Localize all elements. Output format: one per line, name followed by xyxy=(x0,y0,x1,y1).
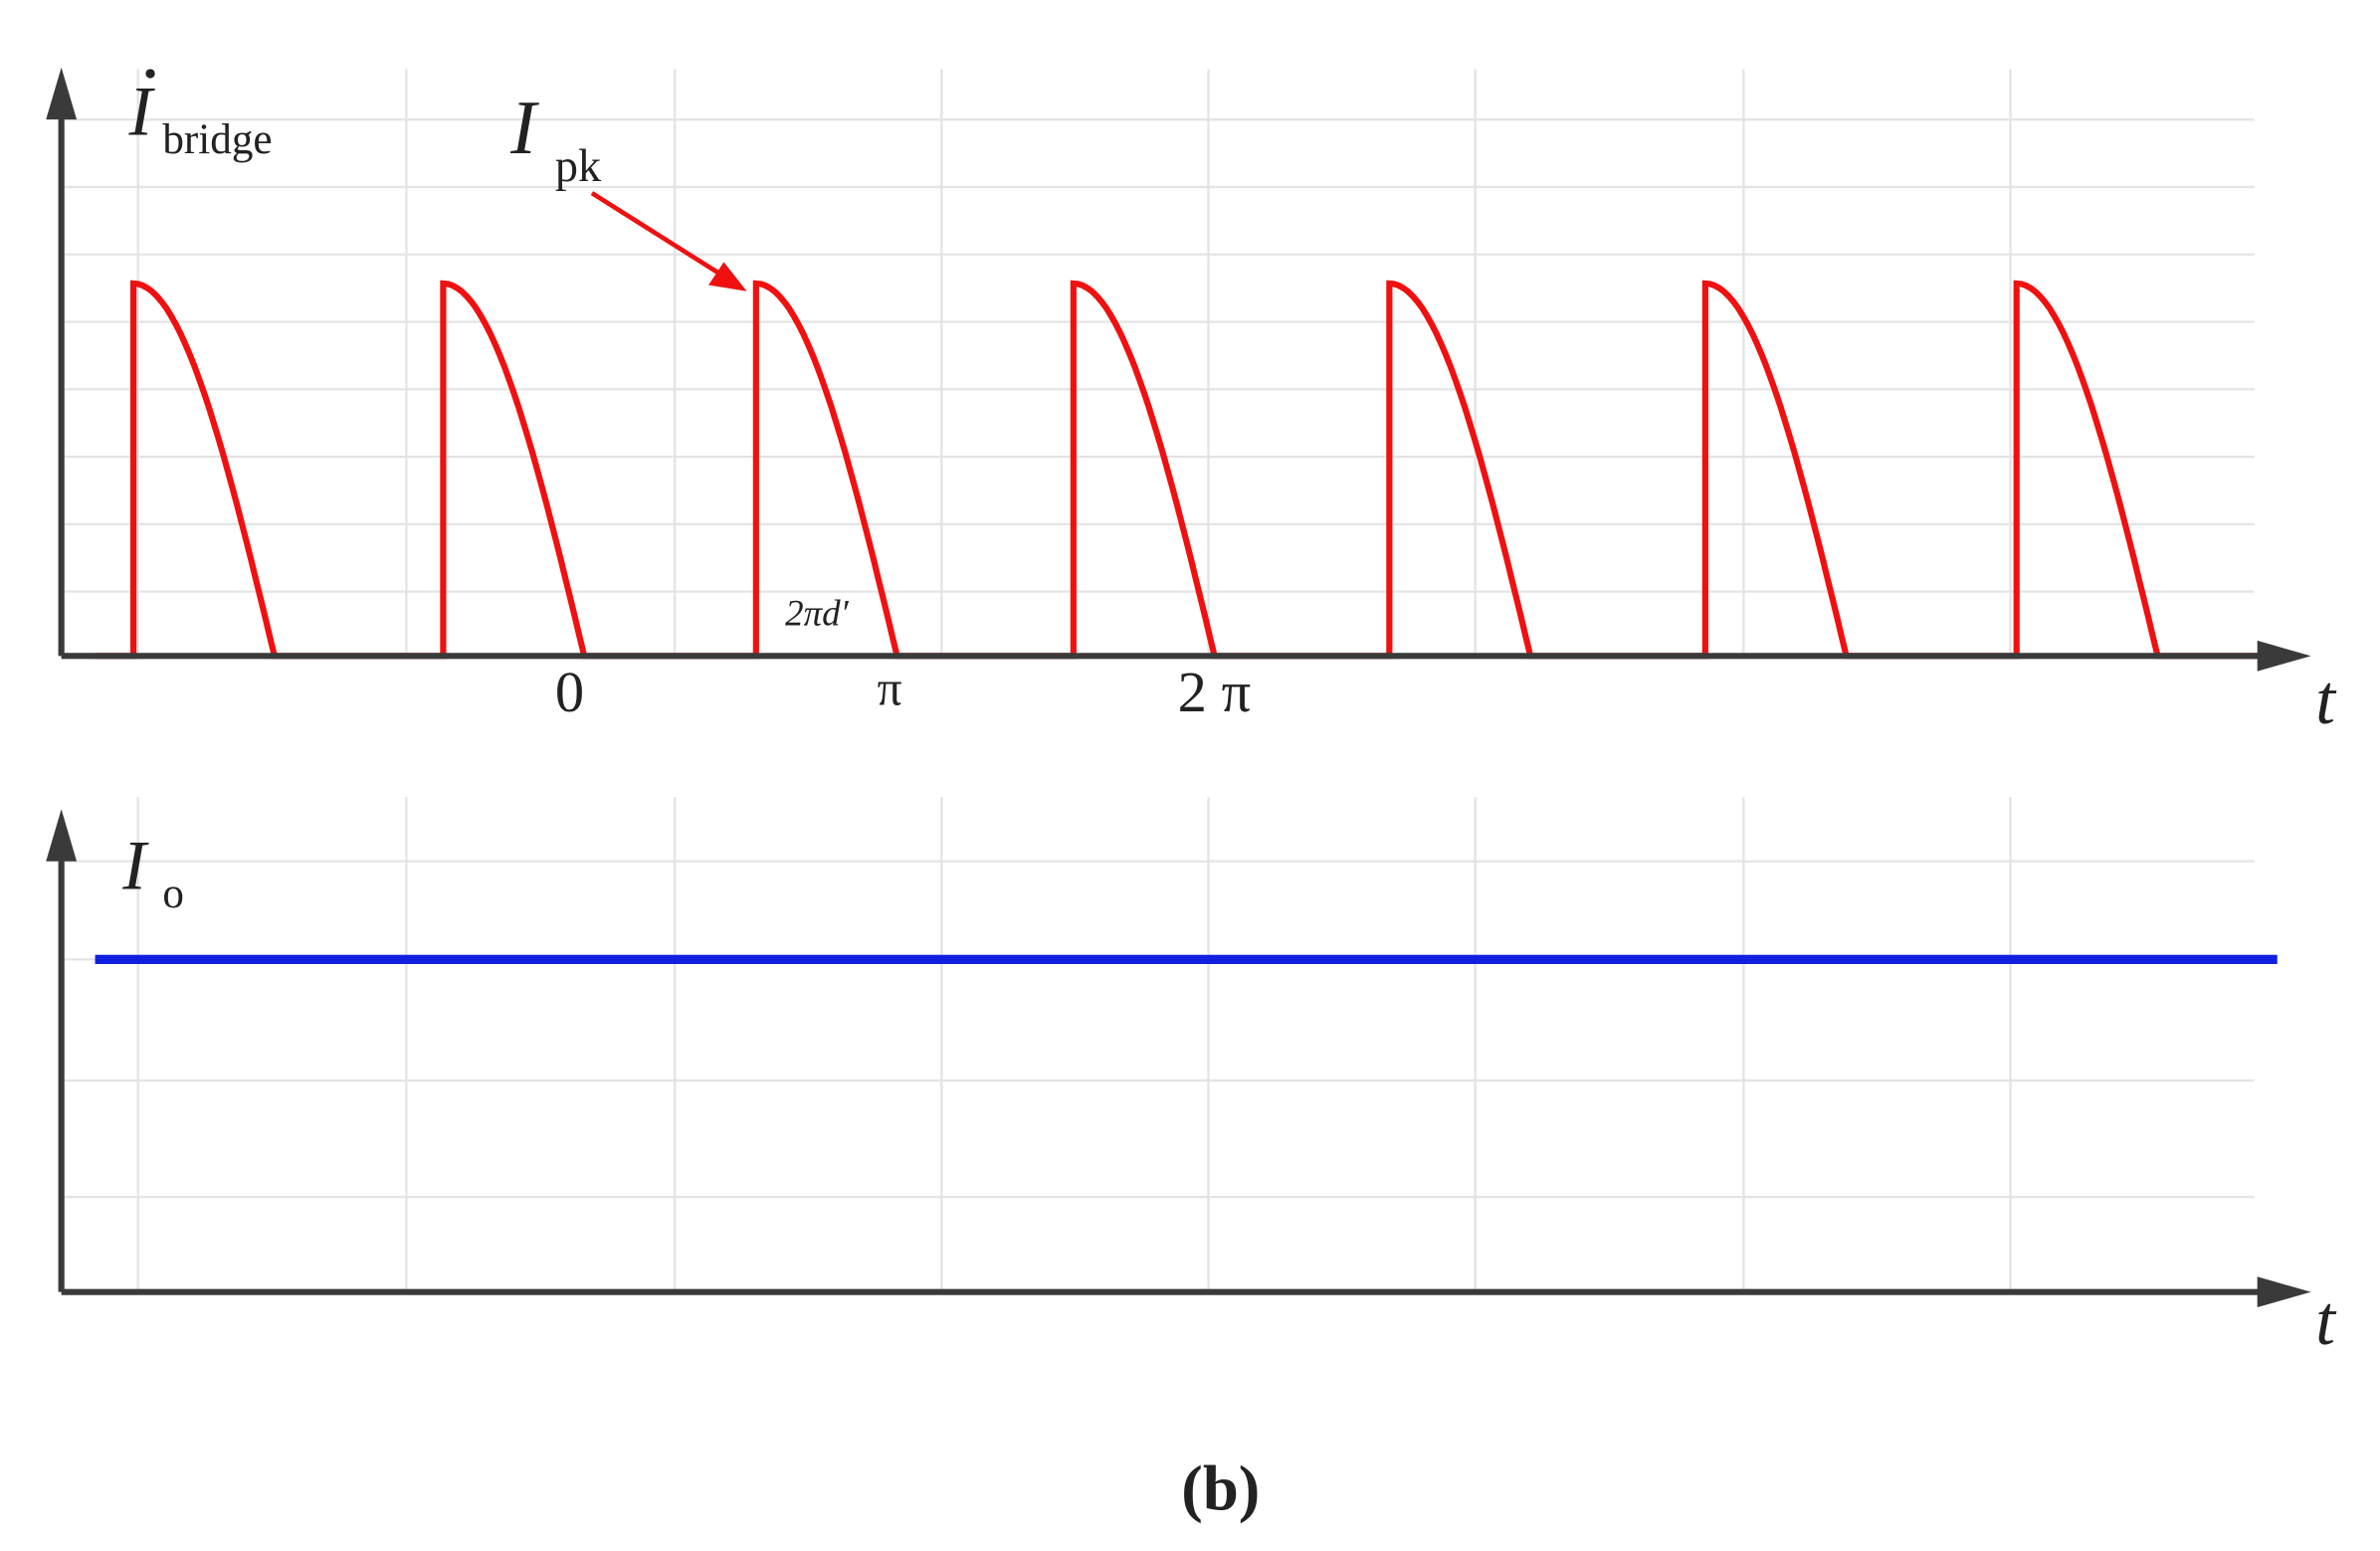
bridge-current xyxy=(95,280,2285,660)
x-tick-label: π xyxy=(878,662,902,716)
waveforms xyxy=(95,191,2285,964)
peak-label-subscript: pk xyxy=(555,140,602,191)
peak-arrowhead xyxy=(708,262,747,291)
x-label: t xyxy=(2315,1282,2337,1360)
peak-label-symbol: I xyxy=(509,85,539,170)
x-tick-label: 0 xyxy=(555,660,584,724)
arrowhead xyxy=(46,67,78,120)
y-label-symbol: I xyxy=(121,828,149,905)
peak-arrow xyxy=(590,191,722,277)
x-label: t xyxy=(2315,662,2337,739)
grid xyxy=(61,69,2255,1292)
labels: I bridge I pk 2πd′ 0 π 2 π t I o t (b) xyxy=(121,69,2337,1523)
x-tick-label: 2 π xyxy=(1178,660,1252,724)
y-label-subscript: o xyxy=(162,871,184,917)
arrowhead xyxy=(46,809,78,862)
axes xyxy=(46,67,2311,1308)
y-label-subscript: bridge xyxy=(162,116,272,163)
arrowhead xyxy=(2257,1276,2311,1308)
duty-label: 2πd′ xyxy=(785,593,850,634)
y-label-symbol: I xyxy=(127,74,155,151)
caption: (b) xyxy=(1181,1452,1260,1523)
arrowhead xyxy=(2257,640,2311,672)
dot-accent xyxy=(145,69,155,79)
